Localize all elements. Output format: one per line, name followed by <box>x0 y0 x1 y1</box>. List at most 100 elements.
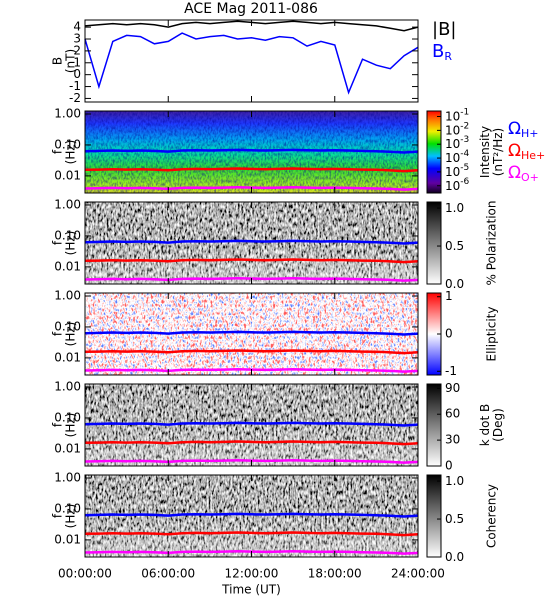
y-tick-label: 1.00 <box>54 288 81 302</box>
legend-subscript: R <box>444 50 452 63</box>
y-axis-label: f <box>51 331 65 336</box>
colorbar-tick-label: 10-3 <box>445 135 469 151</box>
panel: 1.00 0.10 0.01 f (Hz) -1 0 1 Ellipticity <box>51 288 499 377</box>
colorbar-tick-label: 0.0 <box>445 550 464 564</box>
series-line <box>84 349 419 355</box>
y-tick-label: 0.10 <box>54 228 81 242</box>
colorbar-tick-label: 0.0 <box>445 277 464 291</box>
legend-name: Ω <box>508 141 521 161</box>
colorbar-tick-base: 10 <box>445 109 460 123</box>
colorbar-tick-label: 1.0 <box>445 201 464 215</box>
x-tick-label: 06:00:00 <box>141 567 195 581</box>
panel: 1.00 0.10 0.01 f (Hz) 0 30 60 90 k dot B (Deg) <box>51 379 506 472</box>
colorbar-tick-base: 10 <box>445 123 460 137</box>
colorbar-tick-label: 0 <box>445 327 453 341</box>
colorbar-label: Coherency <box>485 484 499 548</box>
colorbar-tick-label: 10-6 <box>445 176 470 192</box>
panel: 1.000.100.01f (Hz)ΩH+ΩHe+ΩO+10-110-210-31… <box>51 106 545 194</box>
series-line <box>84 421 419 427</box>
y-tick-label: 1.00 <box>54 379 81 393</box>
colorbar-tick-label: 30 <box>445 433 460 447</box>
y-tick-label: 1.00 <box>54 106 81 120</box>
y-tick-label: 0.01 <box>54 441 81 455</box>
colorbar-label: % Polarization <box>485 201 499 286</box>
colorbar <box>426 201 442 285</box>
y-axis-label: f <box>51 240 65 245</box>
colorbar-tick-base: 10 <box>445 151 460 165</box>
y-tick-label: 0.01 <box>54 350 81 364</box>
colorbar-tick-base: 1.0 <box>445 201 464 215</box>
colorbar-tick-label: 10-2 <box>445 121 469 137</box>
series-line <box>84 167 419 173</box>
colorbar-tick-base: 10 <box>445 137 460 151</box>
colorbar-tick-label: 10-1 <box>445 107 469 123</box>
y-tick-label: 1.00 <box>54 197 81 211</box>
legend-subscript: He+ <box>521 149 545 162</box>
colorbar-label: (nT²/Hz) <box>491 128 505 176</box>
chart-title: ACE Mag 2011-086 <box>184 1 318 17</box>
x-axis-label: Time (UT) <box>221 583 281 597</box>
legend-name: |B| <box>432 19 456 40</box>
legend-entry: ΩH+ <box>508 119 539 140</box>
series-line <box>84 239 419 245</box>
colorbar-tick-exponent: -4 <box>460 149 469 159</box>
y-tick-label: 0.01 <box>54 168 81 182</box>
colorbar-label: (Deg) <box>491 408 505 442</box>
x-tick-label: 12:00:00 <box>225 567 279 581</box>
series-line <box>84 512 419 518</box>
y-axis-label: f <box>51 513 65 518</box>
colorbar-tick-label: 90 <box>445 381 460 395</box>
colorbar-label: k dot B <box>478 404 492 446</box>
colorbar <box>426 110 442 194</box>
y-tick-label: 0.10 <box>54 137 81 151</box>
legend-entry: ΩHe+ <box>508 141 545 162</box>
y-axis-label: (Hz) <box>64 231 78 256</box>
colorbar-label: Ellipticity <box>485 307 499 362</box>
colorbar-tick-label: 0.5 <box>445 239 464 253</box>
y-tick-label: 1 <box>73 55 81 69</box>
colorbar-tick-exponent: -1 <box>460 107 469 117</box>
colorbar-tick-base: 0.5 <box>445 512 464 526</box>
colorbar-tick-base: 1.0 <box>445 474 464 488</box>
y-axis-label: f <box>51 422 65 427</box>
colorbar-tick-exponent: -2 <box>460 121 469 131</box>
legend-name: B <box>432 41 444 62</box>
y-axis-label: (Hz) <box>64 504 78 529</box>
colorbar-tick-label: 1 <box>445 289 453 303</box>
series-line <box>84 440 419 446</box>
y-tick-label: 0.01 <box>54 259 81 273</box>
colorbar-tick-label: 0.5 <box>445 512 464 526</box>
y-tick-label: 0.10 <box>54 501 81 515</box>
series-line <box>84 32 419 95</box>
series-line <box>84 258 419 264</box>
series-line <box>84 531 419 537</box>
panel: 1.00 0.10 0.01 f (Hz) 00:00:00 06:00:00 12:00:0… <box>51 470 499 596</box>
colorbar <box>426 383 442 467</box>
legend-subscript: O+ <box>521 171 539 184</box>
colorbar <box>426 474 442 558</box>
colorbar-tick-label: 60 <box>445 407 460 421</box>
x-tick-label: 18:00:00 <box>308 567 362 581</box>
y-tick-label: -2 <box>69 91 81 105</box>
y-axis-label: (Hz) <box>64 322 78 347</box>
y-axis-label: B <box>51 57 65 65</box>
legend-name: Ω <box>508 163 521 183</box>
y-tick-label: 4 <box>73 20 81 34</box>
colorbar-tick-exponent: -3 <box>460 135 469 145</box>
y-tick-label: 2 <box>73 43 81 57</box>
colorbar-tick-exponent: -5 <box>460 162 469 172</box>
colorbar-tick-exponent: -6 <box>460 176 469 186</box>
legend-subscript: H+ <box>521 127 539 140</box>
colorbar-tick-base: 0.0 <box>445 550 464 564</box>
y-tick-label: 0.10 <box>54 319 81 333</box>
y-axis-label: (nT) <box>64 49 78 73</box>
y-axis-label: f <box>51 149 65 154</box>
colorbar-tick-label: 10-4 <box>445 149 470 165</box>
series-line <box>84 148 419 154</box>
y-tick-label: 0.10 <box>54 410 81 424</box>
colorbar-tick-label: 0 <box>445 459 453 473</box>
y-axis-label: (Hz) <box>64 140 78 165</box>
y-tick-label: 0 <box>73 67 81 81</box>
